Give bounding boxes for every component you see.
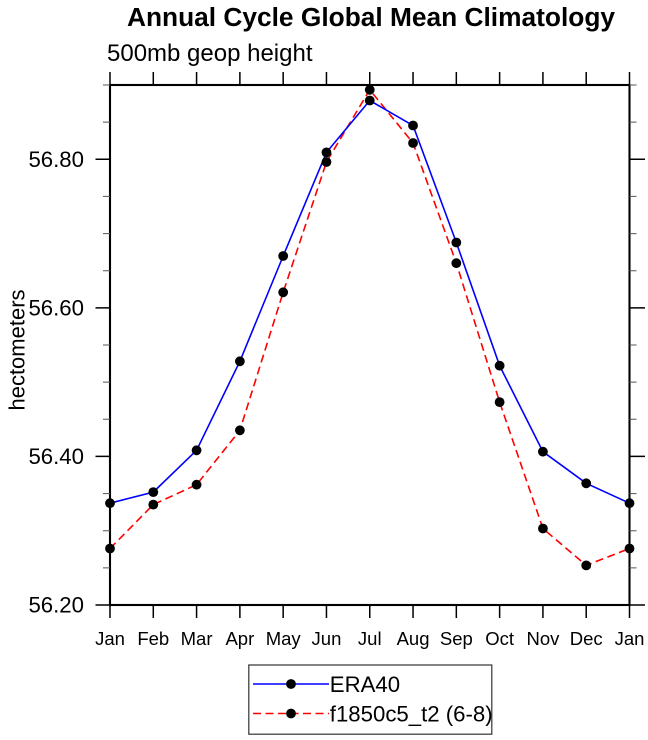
- svg-text:Sep: Sep: [440, 628, 473, 649]
- svg-text:56.40: 56.40: [28, 444, 84, 469]
- svg-text:Aug: Aug: [397, 628, 430, 649]
- svg-text:Apr: Apr: [225, 628, 254, 649]
- svg-text:56.80: 56.80: [28, 147, 84, 172]
- svg-text:f1850c5_t2 (6-8): f1850c5_t2 (6-8): [330, 702, 493, 727]
- svg-text:May: May: [266, 628, 302, 649]
- svg-text:Nov: Nov: [526, 628, 560, 649]
- svg-text:500mb geop height: 500mb geop height: [107, 40, 313, 67]
- svg-text:Annual Cycle Global Mean Clima: Annual Cycle Global Mean Climatology: [127, 2, 615, 32]
- svg-text:Jan: Jan: [615, 628, 645, 649]
- svg-text:Jan: Jan: [95, 628, 125, 649]
- svg-text:Mar: Mar: [181, 628, 213, 649]
- svg-text:Dec: Dec: [570, 628, 603, 649]
- svg-text:Oct: Oct: [485, 628, 514, 649]
- svg-text:ERA40: ERA40: [330, 672, 400, 697]
- svg-text:56.20: 56.20: [28, 593, 84, 618]
- svg-text:Feb: Feb: [137, 628, 169, 649]
- svg-text:56.60: 56.60: [28, 295, 84, 320]
- svg-text:Jul: Jul: [358, 628, 382, 649]
- svg-text:hectometers: hectometers: [5, 289, 30, 410]
- svg-text:Jun: Jun: [312, 628, 342, 649]
